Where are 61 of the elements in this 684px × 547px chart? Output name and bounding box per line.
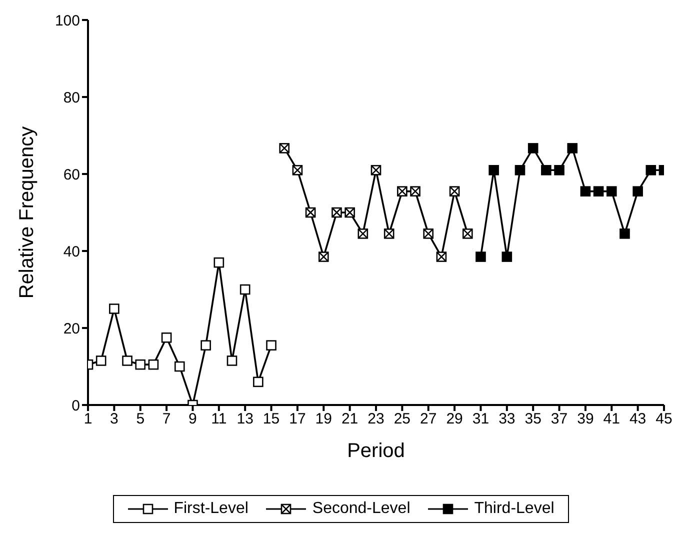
point [200,340,211,350]
y-axis-title: Relative Frequency [16,126,38,299]
point [109,304,120,314]
x-axis-title: Period [347,440,405,462]
point [580,186,591,196]
point [554,165,564,176]
x-tick-label: 21 [341,410,358,428]
point [253,376,264,388]
x-tick-label: 7 [162,410,171,428]
y-tick-label: 60 [63,166,80,184]
x-tick-label: 35 [524,410,542,428]
y-tick-label: 100 [54,12,80,30]
x-tick-label: 13 [236,410,254,428]
y-tick-label: 0 [72,397,80,414]
point [135,359,146,370]
point [593,186,604,196]
point [161,332,172,343]
x-tick-label: 1 [84,410,92,428]
x-tick-label: 25 [394,410,411,428]
legend-label: First-Level [174,500,248,518]
y-tick-label: 80 [63,89,80,106]
point [148,359,159,370]
point [541,165,552,176]
point [266,340,276,350]
x-tick-label: 19 [315,410,332,428]
x-tick-label: 23 [368,410,384,428]
x-tick-label: 17 [289,410,306,428]
point [502,252,512,262]
point [488,165,499,176]
x-tick-label: 29 [446,410,463,428]
point [646,165,656,176]
point [606,186,617,196]
legend-label: Third-Level [474,500,554,518]
point [174,361,185,372]
point [122,356,132,366]
x-tick-label: 45 [656,410,672,428]
point [620,228,630,239]
x-tick-label: 3 [110,410,118,428]
x-tick-label: 15 [262,410,280,428]
y-tick-label: 20 [63,320,80,338]
point [528,143,538,154]
point [226,356,238,366]
x-tick-label: 9 [188,410,197,428]
point [476,252,486,262]
point [240,284,250,295]
point [214,257,224,268]
x-tick-label: 31 [472,410,490,428]
x-tick-label: 27 [420,410,437,428]
y-tick-label: 40 [63,243,80,260]
x-tick-label: 37 [550,410,568,428]
x-tick-label: 11 [211,410,227,428]
point [567,143,578,154]
point [514,165,526,176]
legend-label: Second-Level [312,500,410,518]
x-tick-label: 39 [577,410,594,428]
x-tick-label: 41 [603,410,620,428]
x-tick-label: 5 [136,410,145,428]
x-tick-label: 43 [629,410,646,428]
point [632,186,643,196]
x-tick-label: 33 [498,410,516,428]
point [96,356,106,366]
